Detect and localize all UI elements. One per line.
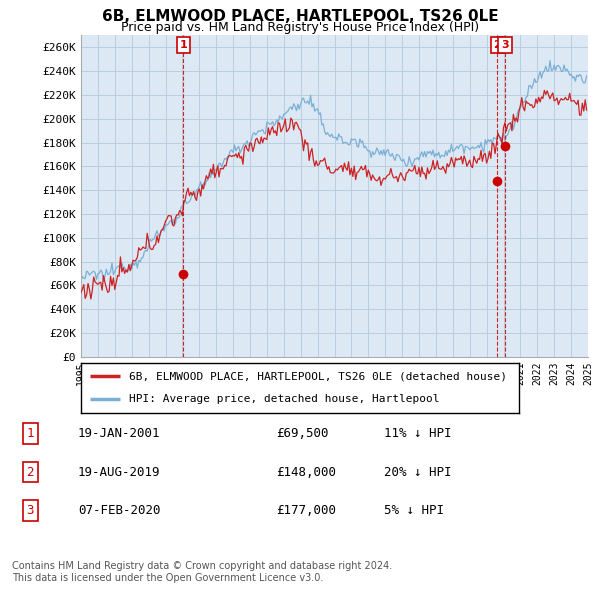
Text: 5% ↓ HPI: 5% ↓ HPI xyxy=(384,504,444,517)
Text: 19-AUG-2019: 19-AUG-2019 xyxy=(78,466,161,478)
Text: 3: 3 xyxy=(501,40,509,50)
Text: 20% ↓ HPI: 20% ↓ HPI xyxy=(384,466,452,478)
Text: 07-FEB-2020: 07-FEB-2020 xyxy=(78,504,161,517)
Text: 1: 1 xyxy=(179,40,187,50)
Text: 2: 2 xyxy=(26,466,34,478)
Text: 6B, ELMWOOD PLACE, HARTLEPOOL, TS26 0LE: 6B, ELMWOOD PLACE, HARTLEPOOL, TS26 0LE xyxy=(101,9,499,24)
Text: £177,000: £177,000 xyxy=(276,504,336,517)
Text: 2: 2 xyxy=(493,40,501,50)
Text: 6B, ELMWOOD PLACE, HARTLEPOOL, TS26 0LE (detached house): 6B, ELMWOOD PLACE, HARTLEPOOL, TS26 0LE … xyxy=(129,371,507,381)
Text: Price paid vs. HM Land Registry's House Price Index (HPI): Price paid vs. HM Land Registry's House … xyxy=(121,21,479,34)
Text: 3: 3 xyxy=(26,504,34,517)
Text: 19-JAN-2001: 19-JAN-2001 xyxy=(78,427,161,440)
Text: 1: 1 xyxy=(26,427,34,440)
Text: HPI: Average price, detached house, Hartlepool: HPI: Average price, detached house, Hart… xyxy=(129,395,440,405)
Text: £69,500: £69,500 xyxy=(276,427,329,440)
Text: 11% ↓ HPI: 11% ↓ HPI xyxy=(384,427,452,440)
Text: Contains HM Land Registry data © Crown copyright and database right 2024.
This d: Contains HM Land Registry data © Crown c… xyxy=(12,561,392,583)
Text: £148,000: £148,000 xyxy=(276,466,336,478)
